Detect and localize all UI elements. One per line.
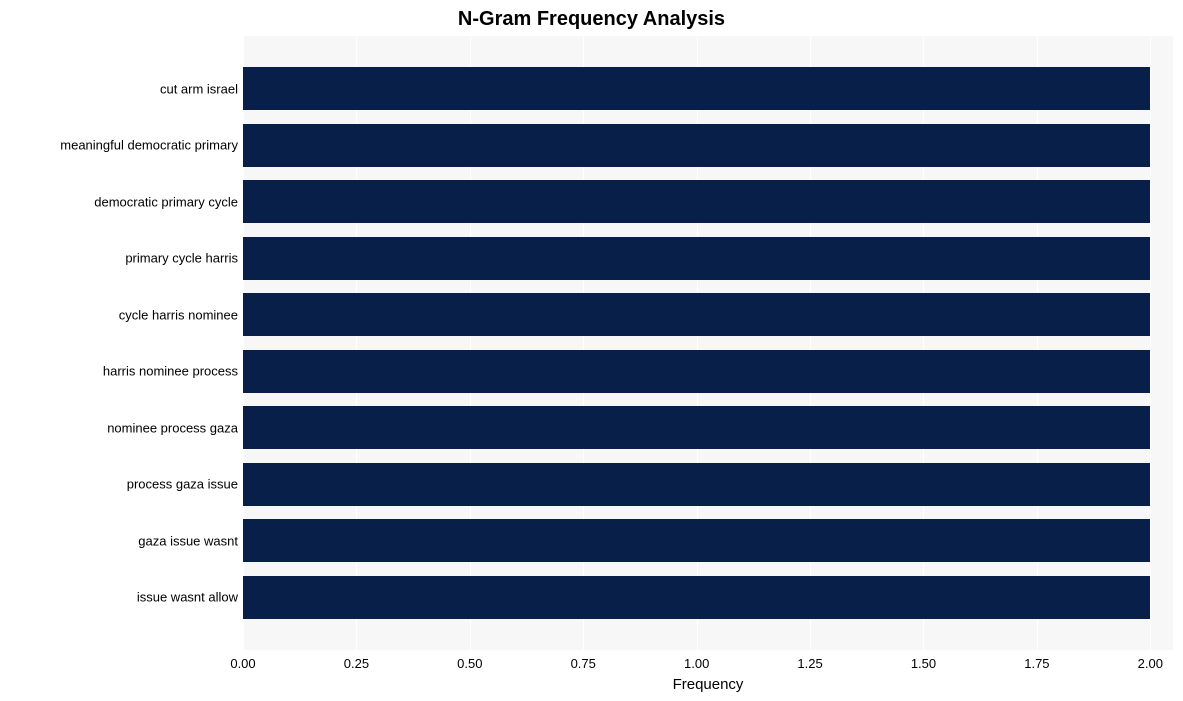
x-axis: Frequency 0.000.250.500.751.001.251.501.… [243,650,1173,700]
x-axis-label: Frequency [243,676,1173,693]
y-tick-label: primary cycle harris [125,251,238,266]
x-tick-label: 0.75 [571,656,596,671]
x-tick-label: 0.25 [344,656,369,671]
x-tick-label: 1.50 [911,656,936,671]
x-tick-label: 1.25 [797,656,822,671]
bar [243,124,1150,167]
gridline [1150,36,1151,650]
bar [243,67,1150,110]
x-tick-label: 0.00 [230,656,255,671]
bar [243,237,1150,280]
y-tick-label: process gaza issue [127,477,238,492]
x-tick-label: 0.50 [457,656,482,671]
y-tick-label: issue wasnt allow [137,590,238,605]
bar [243,180,1150,223]
bar [243,293,1150,336]
y-tick-label: cut arm israel [160,81,238,96]
chart-title: N-Gram Frequency Analysis [0,8,1183,31]
y-tick-label: democratic primary cycle [94,194,238,209]
bar [243,406,1150,449]
bar [243,519,1150,562]
x-tick-label: 1.75 [1024,656,1049,671]
x-tick-label: 2.00 [1138,656,1163,671]
y-tick-label: nominee process gaza [107,420,238,435]
y-tick-label: harris nominee process [103,364,238,379]
plot-band [243,625,1173,650]
ngram-frequency-chart: N-Gram Frequency Analysis cut arm israel… [0,0,1183,701]
bar [243,350,1150,393]
plot-area [243,36,1173,650]
x-tick-label: 1.00 [684,656,709,671]
y-axis-labels: cut arm israel meaningful democratic prim… [0,36,238,650]
plot-band [243,36,1173,61]
bar [243,463,1150,506]
bar [243,576,1150,619]
y-tick-label: cycle harris nominee [119,307,238,322]
y-tick-label: gaza issue wasnt [138,533,238,548]
y-tick-label: meaningful democratic primary [60,138,238,153]
